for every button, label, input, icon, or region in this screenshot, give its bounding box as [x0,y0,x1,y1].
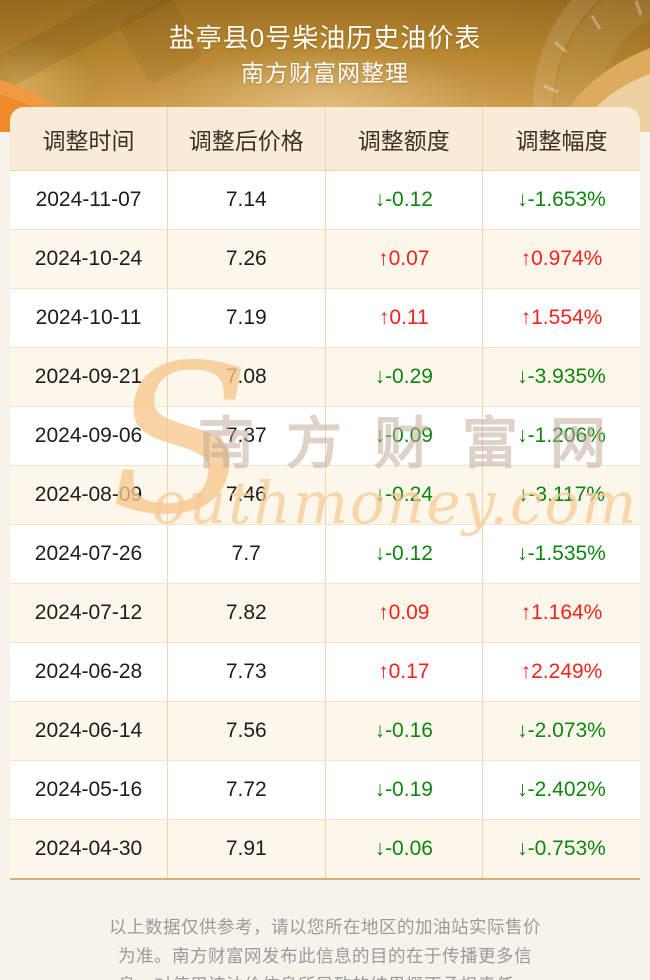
table-row: 2024-04-30 7.91 ↓-0.06 ↓-0.753% [10,819,640,878]
table-row: 2024-11-07 7.14 ↓-0.12 ↓-1.653% [10,170,640,230]
cell-date: 2024-07-26 [10,524,168,584]
table-row: 2024-06-14 7.56 ↓-0.16 ↓-2.073% [10,701,640,761]
cell-percent: ↓-1.206% [482,406,640,466]
column-header-3: 调整幅度 [482,107,640,171]
cell-change: ↑0.07 [325,229,483,289]
page-title: 盐亭县0号柴油历史油价表 [168,23,482,53]
cell-change: ↑0.17 [325,642,483,702]
cell-change: ↓-0.06 [325,819,483,878]
table-row: 2024-07-26 7.7 ↓-0.12 ↓-1.535% [10,524,640,584]
cell-percent: ↑0.974% [482,229,640,289]
cell-change: ↓-0.12 [325,170,483,230]
cell-date: 2024-09-21 [10,347,168,407]
cell-date: 2024-08-09 [10,465,168,525]
table-row: 2024-09-21 7.08 ↓-0.29 ↓-3.935% [10,347,640,407]
table-header-row: 调整时间 调整后价格 调整额度 调整幅度 [10,107,640,171]
column-header-2: 调整额度 [325,107,483,171]
fuel-nozzle-icon [0,0,201,102]
cell-percent: ↓-3.935% [482,347,640,407]
disclaimer-line: 息，对使用该油价信息所导致的结果概不承担责任。 [0,971,650,980]
cell-price: 7.73 [167,642,326,702]
table-row: 2024-10-11 7.19 ↑0.11 ↑1.554% [10,288,640,348]
column-header-0: 调整时间 [10,107,168,171]
cell-price: 7.82 [167,583,326,643]
cell-price: 7.91 [167,819,326,878]
cell-price: 7.37 [167,406,326,466]
cell-percent: ↑1.164% [482,583,640,643]
disclaimer-line: 为准。南方财富网发布此信息的目的在于传播更多信 [118,946,532,966]
cell-percent: ↓-2.402% [482,760,640,820]
price-table-card: 调整时间 调整后价格 调整额度 调整幅度 2024-11-07 7.14 ↓-0.12 ↓-… [10,107,640,880]
cell-change: ↑0.11 [325,288,483,348]
cell-change: ↓-0.29 [325,347,483,407]
cell-price: 7.19 [167,288,326,348]
cell-percent: ↓-1.653% [482,170,640,230]
cell-date: 2024-06-28 [10,642,168,702]
cell-price: 7.26 [167,229,326,289]
cell-percent: ↓-3.117% [482,465,640,525]
cell-date: 2024-07-12 [10,583,168,643]
page-subtitle: 南方财富网整理 [241,60,409,86]
cell-date: 2024-04-30 [10,819,168,878]
cell-price: 7.56 [167,701,326,761]
cell-date: 2024-10-11 [10,288,168,348]
cell-price: 7.72 [167,760,326,820]
cell-date: 2024-05-16 [10,760,168,820]
disclaimer-line: 以上数据仅供参考，请以您所在地区的加油站实际售价 [109,917,541,937]
column-header-1: 调整后价格 [167,107,326,171]
table-row: 2024-09-06 7.37 ↓-0.09 ↓-1.206% [10,406,640,466]
cell-price: 7.46 [167,465,326,525]
cell-date: 2024-11-07 [10,170,168,230]
disclaimer: 以上数据仅供参考，请以您所在地区的加油站实际售价 为准。南方财富网发布此信息的目… [0,880,650,980]
table-row: 2024-10-24 7.26 ↑0.07 ↑0.974% [10,229,640,289]
cell-change: ↓-0.19 [325,760,483,820]
cell-percent: ↑2.249% [482,642,640,702]
cell-change: ↓-0.09 [325,406,483,466]
price-table: 调整时间 调整后价格 调整额度 调整幅度 2024-11-07 7.14 ↓-0.12 ↓-… [10,107,640,878]
cell-percent: ↓-1.535% [482,524,640,584]
cell-date: 2024-09-06 [10,406,168,466]
cell-percent: ↓-0.753% [482,819,640,878]
table-head: 调整时间 调整后价格 调整额度 调整幅度 [10,107,640,171]
cell-change: ↑0.09 [325,583,483,643]
table-row: 2024-08-09 7.46 ↓-0.24 ↓-3.117% [10,465,640,525]
table-row: 2024-05-16 7.72 ↓-0.19 ↓-2.402% [10,760,640,820]
cell-percent: ↓-2.073% [482,701,640,761]
table-row: 2024-06-28 7.73 ↑0.17 ↑2.249% [10,642,640,702]
cell-change: ↓-0.12 [325,524,483,584]
cell-percent: ↑1.554% [482,288,640,348]
table-row: 2024-07-12 7.82 ↑0.09 ↑1.164% [10,583,640,643]
cell-price: 7.08 [167,347,326,407]
cell-price: 7.14 [167,170,326,230]
cell-price: 7.7 [167,524,326,584]
cell-date: 2024-10-24 [10,229,168,289]
cell-change: ↓-0.24 [325,465,483,525]
table-body: 2024-11-07 7.14 ↓-0.12 ↓-1.653% 2024-10-24 7.… [10,170,640,878]
cell-date: 2024-06-14 [10,701,168,761]
cell-change: ↓-0.16 [325,701,483,761]
